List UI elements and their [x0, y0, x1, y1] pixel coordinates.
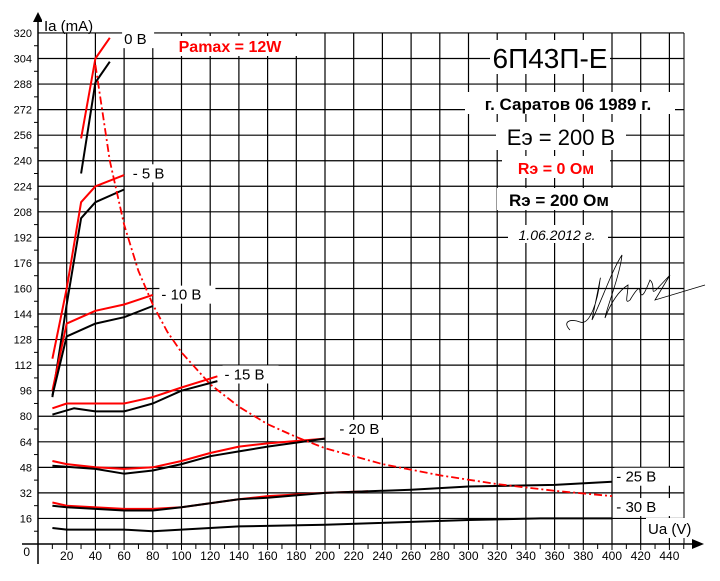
curve-label: - 30 В: [616, 499, 656, 516]
curve-label: - 20 В: [339, 421, 379, 438]
y-tick-label: 48: [20, 462, 32, 474]
y-tick-label: 112: [14, 360, 32, 372]
svg-text:0: 0: [23, 545, 30, 559]
curve: [80, 61, 111, 174]
title-block: 6П43П-Е г. Саратов 06 1989 г. Еэ = 200 В…: [162, 36, 675, 243]
curve: [51, 293, 154, 391]
y-tick-label: 64: [20, 437, 32, 449]
y-tick-label: 16: [20, 513, 32, 525]
axes: 20 40 60 80 100 120 140 160 180 200 220 240 260 280 30…: [14, 12, 704, 564]
date-label: 1.06.2012 г.: [519, 227, 596, 243]
x-tick-label: 280: [430, 549, 450, 563]
y-tick-label: 224: [14, 181, 32, 193]
x-tick-label: 200: [315, 549, 335, 563]
y-axis-arrow-icon: [33, 12, 43, 22]
curve: [51, 188, 125, 398]
y-tick-label: 96: [20, 386, 32, 398]
x-tick-label: 180: [286, 549, 306, 563]
x-tick-label: 360: [545, 549, 565, 563]
curve-label: 0 В: [124, 31, 147, 48]
x-tick-label: 260: [401, 549, 421, 563]
x-tick-label: 420: [631, 549, 651, 563]
x-tick-label: 100: [171, 549, 191, 563]
x-tick-label: 40: [89, 549, 103, 563]
curve: [80, 37, 111, 139]
x-tick-label: 220: [344, 549, 364, 563]
x-tick-label: 80: [146, 549, 160, 563]
y-tick-label: 320: [14, 28, 32, 40]
curve: [52, 437, 326, 470]
x-tick-label: 400: [602, 549, 622, 563]
curve: [52, 517, 612, 533]
curves: [51, 37, 613, 533]
y-tick-label: 256: [14, 130, 32, 142]
x-axis-arrow-icon: [692, 539, 704, 549]
x-tick-label: 160: [258, 549, 278, 563]
curve: [52, 480, 613, 512]
legend-black-label: Rэ = 200 Ом: [509, 191, 609, 210]
curve-label: - 5 В: [133, 165, 165, 182]
x-tick-label: 320: [487, 549, 507, 563]
y-tick-label: 128: [14, 335, 32, 347]
legend-red-label: Rэ = 0 Ом: [518, 161, 594, 178]
x-tick-label: 20: [60, 549, 74, 563]
x-tick-label: 300: [458, 549, 478, 563]
chart-subtitle: г. Саратов 06 1989 г.: [485, 95, 652, 114]
curve: [52, 437, 326, 475]
x-axis-label: Ua (V): [648, 521, 691, 538]
supply-voltage-label: Еэ = 200 В: [507, 125, 615, 150]
x-tick-label: 440: [659, 549, 679, 563]
y-tick-label: 32: [20, 488, 32, 500]
y-tick-label: 80: [20, 411, 32, 423]
curve: [51, 174, 125, 359]
pamax-curve: [94, 64, 613, 497]
x-tick-label: 120: [200, 549, 220, 563]
curve: [51, 305, 154, 396]
chart-title: 6П43П-Е: [493, 43, 608, 74]
x-tick-label: 140: [229, 549, 249, 563]
curve-label: - 25 В: [616, 469, 656, 486]
curve-label: - 15 В: [225, 367, 265, 384]
curve-labels: 0 В - 5 В - 10 В - 15 В - 20 В - 25 В - 30 В: [122, 30, 671, 517]
x-tick-label: 380: [573, 549, 593, 563]
curve: [52, 380, 218, 416]
signature: [566, 254, 706, 331]
y-tick-label: 288: [14, 79, 32, 91]
x-tick-label: 240: [372, 549, 392, 563]
y-tick-label: 176: [14, 258, 32, 270]
curve-label: - 10 В: [161, 287, 201, 304]
y-tick-label: 304: [14, 54, 32, 66]
y-tick-label: 192: [14, 232, 32, 244]
y-tick-label: 208: [14, 207, 32, 219]
x-tick-label: 60: [117, 549, 131, 563]
x-tick-label: 340: [516, 549, 536, 563]
y-tick-label: 272: [14, 105, 32, 117]
curve: [52, 375, 218, 410]
pamax-label: Pamax = 12W: [179, 39, 283, 56]
y-axis-label: Ia (mA): [44, 18, 93, 35]
y-tick-label: 144: [14, 309, 32, 321]
y-tick-label: 240: [14, 156, 32, 168]
y-tick-label: 160: [14, 283, 32, 295]
